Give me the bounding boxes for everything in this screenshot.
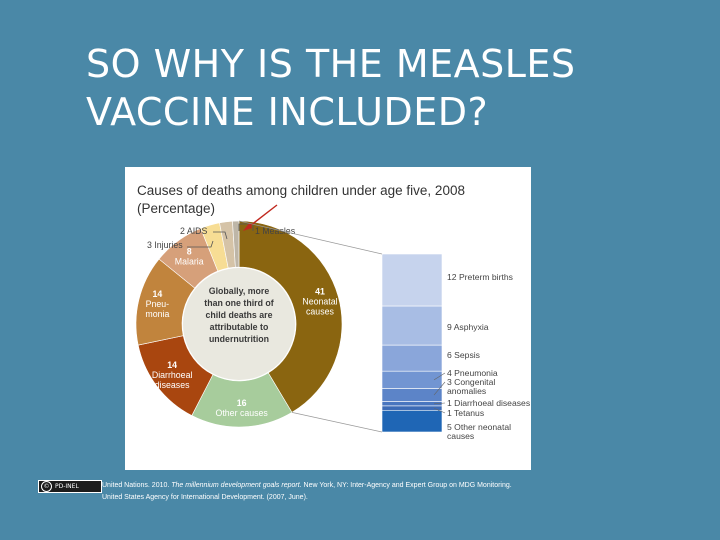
pie-center-note-line: undernutrition [209,334,269,344]
breakdown-label-line: 6 Sepsis [447,350,480,360]
citation-line-1-end: . New York, NY: Inter-Agency and Expert … [299,482,512,489]
breakdown-label: 12 Preterm births [447,272,513,282]
source-citation: United Nations. 2010. The millennium dev… [102,480,662,504]
breakdown-label: 3 Congenital anomalies [447,377,495,396]
aids-connector [213,231,228,240]
pie-slice-label-line: 14 [167,360,177,370]
breakdown-label: 1 Diarrhoeal diseases [447,398,530,408]
small-slice-label: 3 Injuries [147,240,183,250]
breakdown-label: 4 Pneumonia [447,368,498,378]
citation-line-1: United Nations. 2010. The millennium dev… [102,480,662,492]
breakdown-segment [381,344,443,372]
citation-line-2: United States Agency for International D… [102,494,308,501]
pie-center-note-line: Globally, more [209,286,270,296]
pie-slice-label-line: diseases [155,380,190,390]
breakdown-segment [381,253,443,307]
breakdown-label-line: 1 Diarrhoeal diseases [447,398,530,408]
pie-slice-label-line: 14 [152,289,162,299]
breakdown-label-line: anomalies [447,386,486,396]
breakdown-label-line: 1 Tetanus [447,408,484,418]
citation-line-1-start: United Nations. 2010. [102,482,172,489]
breakdown-segment [381,370,443,389]
measles-arrow [245,204,278,230]
breakdown-leader-line [433,402,446,405]
chart-title-line-1: Causes of deaths among children under ag… [137,183,465,198]
breakdown-segment [381,401,443,407]
pie-center-note: Globally, more than one third of child dea… [204,286,273,344]
breakdown-label-line: 5 Other neonatal [447,422,511,432]
pie-slice-label-line: 16 [237,398,247,408]
pie-slice-label-line: Diarrhoeal [152,370,193,380]
pie-center-note-line: child deaths are [206,310,273,320]
breakdown-leader-line [433,381,446,396]
breakdown-leader-line [433,372,446,381]
small-slice-label-line: 1 Measles [255,226,296,236]
breakdown-label: 5 Other neonatal causes [447,422,511,441]
pie-slice-label-line: monia [145,309,169,319]
breakdown-connector-bottom [291,412,383,433]
pie-slice-label-line: 41 [315,287,325,297]
injuries-connector [187,240,214,248]
measles-arrow-head [243,222,252,231]
license-label: PD-INEL [55,483,79,490]
breakdown-segment [381,388,443,402]
breakdown-segment [381,409,443,433]
pie-center-note-line: than one third of [204,298,273,308]
small-slice-label: 1 Measles [255,226,296,236]
pie-slice [238,220,343,413]
pie-slice-label: 8 Malaria [175,246,204,266]
pie-center-disc [183,268,295,380]
small-slice-label-line: 2 AIDS [180,226,208,236]
pie-slice-label-line: Pneu- [146,299,170,309]
pie-slice-label-line: Neonatal [302,297,337,307]
pie-slice-label: 14 Diarrhoeal diseases [152,360,193,390]
small-slice-label: 2 AIDS [180,226,208,236]
small-slice-label-line: 3 Injuries [147,240,183,250]
breakdown-label-line: causes [447,431,474,441]
pie-chart: Causes of deaths among children under ag… [135,183,530,441]
pie-layer: Globally, more than one third of child dea… [135,220,343,428]
chart-title-line-2: (Percentage) [137,201,215,216]
breakdown-segment [381,405,443,411]
slide-title-line-2: VACCINE INCLUDED? [86,90,489,134]
breakdown-label: 9 Asphyxia [447,322,489,332]
pie-slice-label-line: causes [306,307,334,317]
license-badge: © PD-INEL [38,480,102,493]
pie-slice-label: 41 Neonatal causes [302,287,337,317]
pie-slice-label-line: Malaria [175,256,204,266]
breakdown-label: 1 Tetanus [447,408,484,418]
pie-center-note-line: attributable to [210,322,269,332]
breakdown-label-line: 3 Congenital [447,377,495,387]
breakdown-leader-line [433,407,446,414]
chart-figure: Causes of deaths among children under ag… [125,167,531,470]
breakdown-segment [381,305,443,346]
pie-slice [232,220,240,268]
citation-report-title: The millennium development goals report [171,482,300,489]
pie-slice-label-line: Other causes [216,408,269,418]
breakdown-connector-top [238,220,383,255]
pie-slice-label: 14 Pneu-monia [145,289,169,319]
slide-title: SO WHY IS THE MEASLES VACCINE INCLUDED? [86,40,686,136]
breakdown-label-line: 4 Pneumonia [447,368,498,378]
breakdown-bar-layer: 12 Preterm births 9 Asphyxia 6 Sepsis 4 Pne… [381,253,530,441]
pie-slice-label-line: 8 [187,246,192,256]
measles-connector [238,223,254,231]
pie-slice-label: 16 Other causes [216,398,269,418]
slide-title-line-1: SO WHY IS THE MEASLES [86,42,576,86]
breakdown-label-line: 9 Asphyxia [447,322,489,332]
breakdown-label-line: 12 Preterm births [447,272,513,282]
breakdown-label: 6 Sepsis [447,350,480,360]
creative-commons-icon: © [41,481,52,492]
